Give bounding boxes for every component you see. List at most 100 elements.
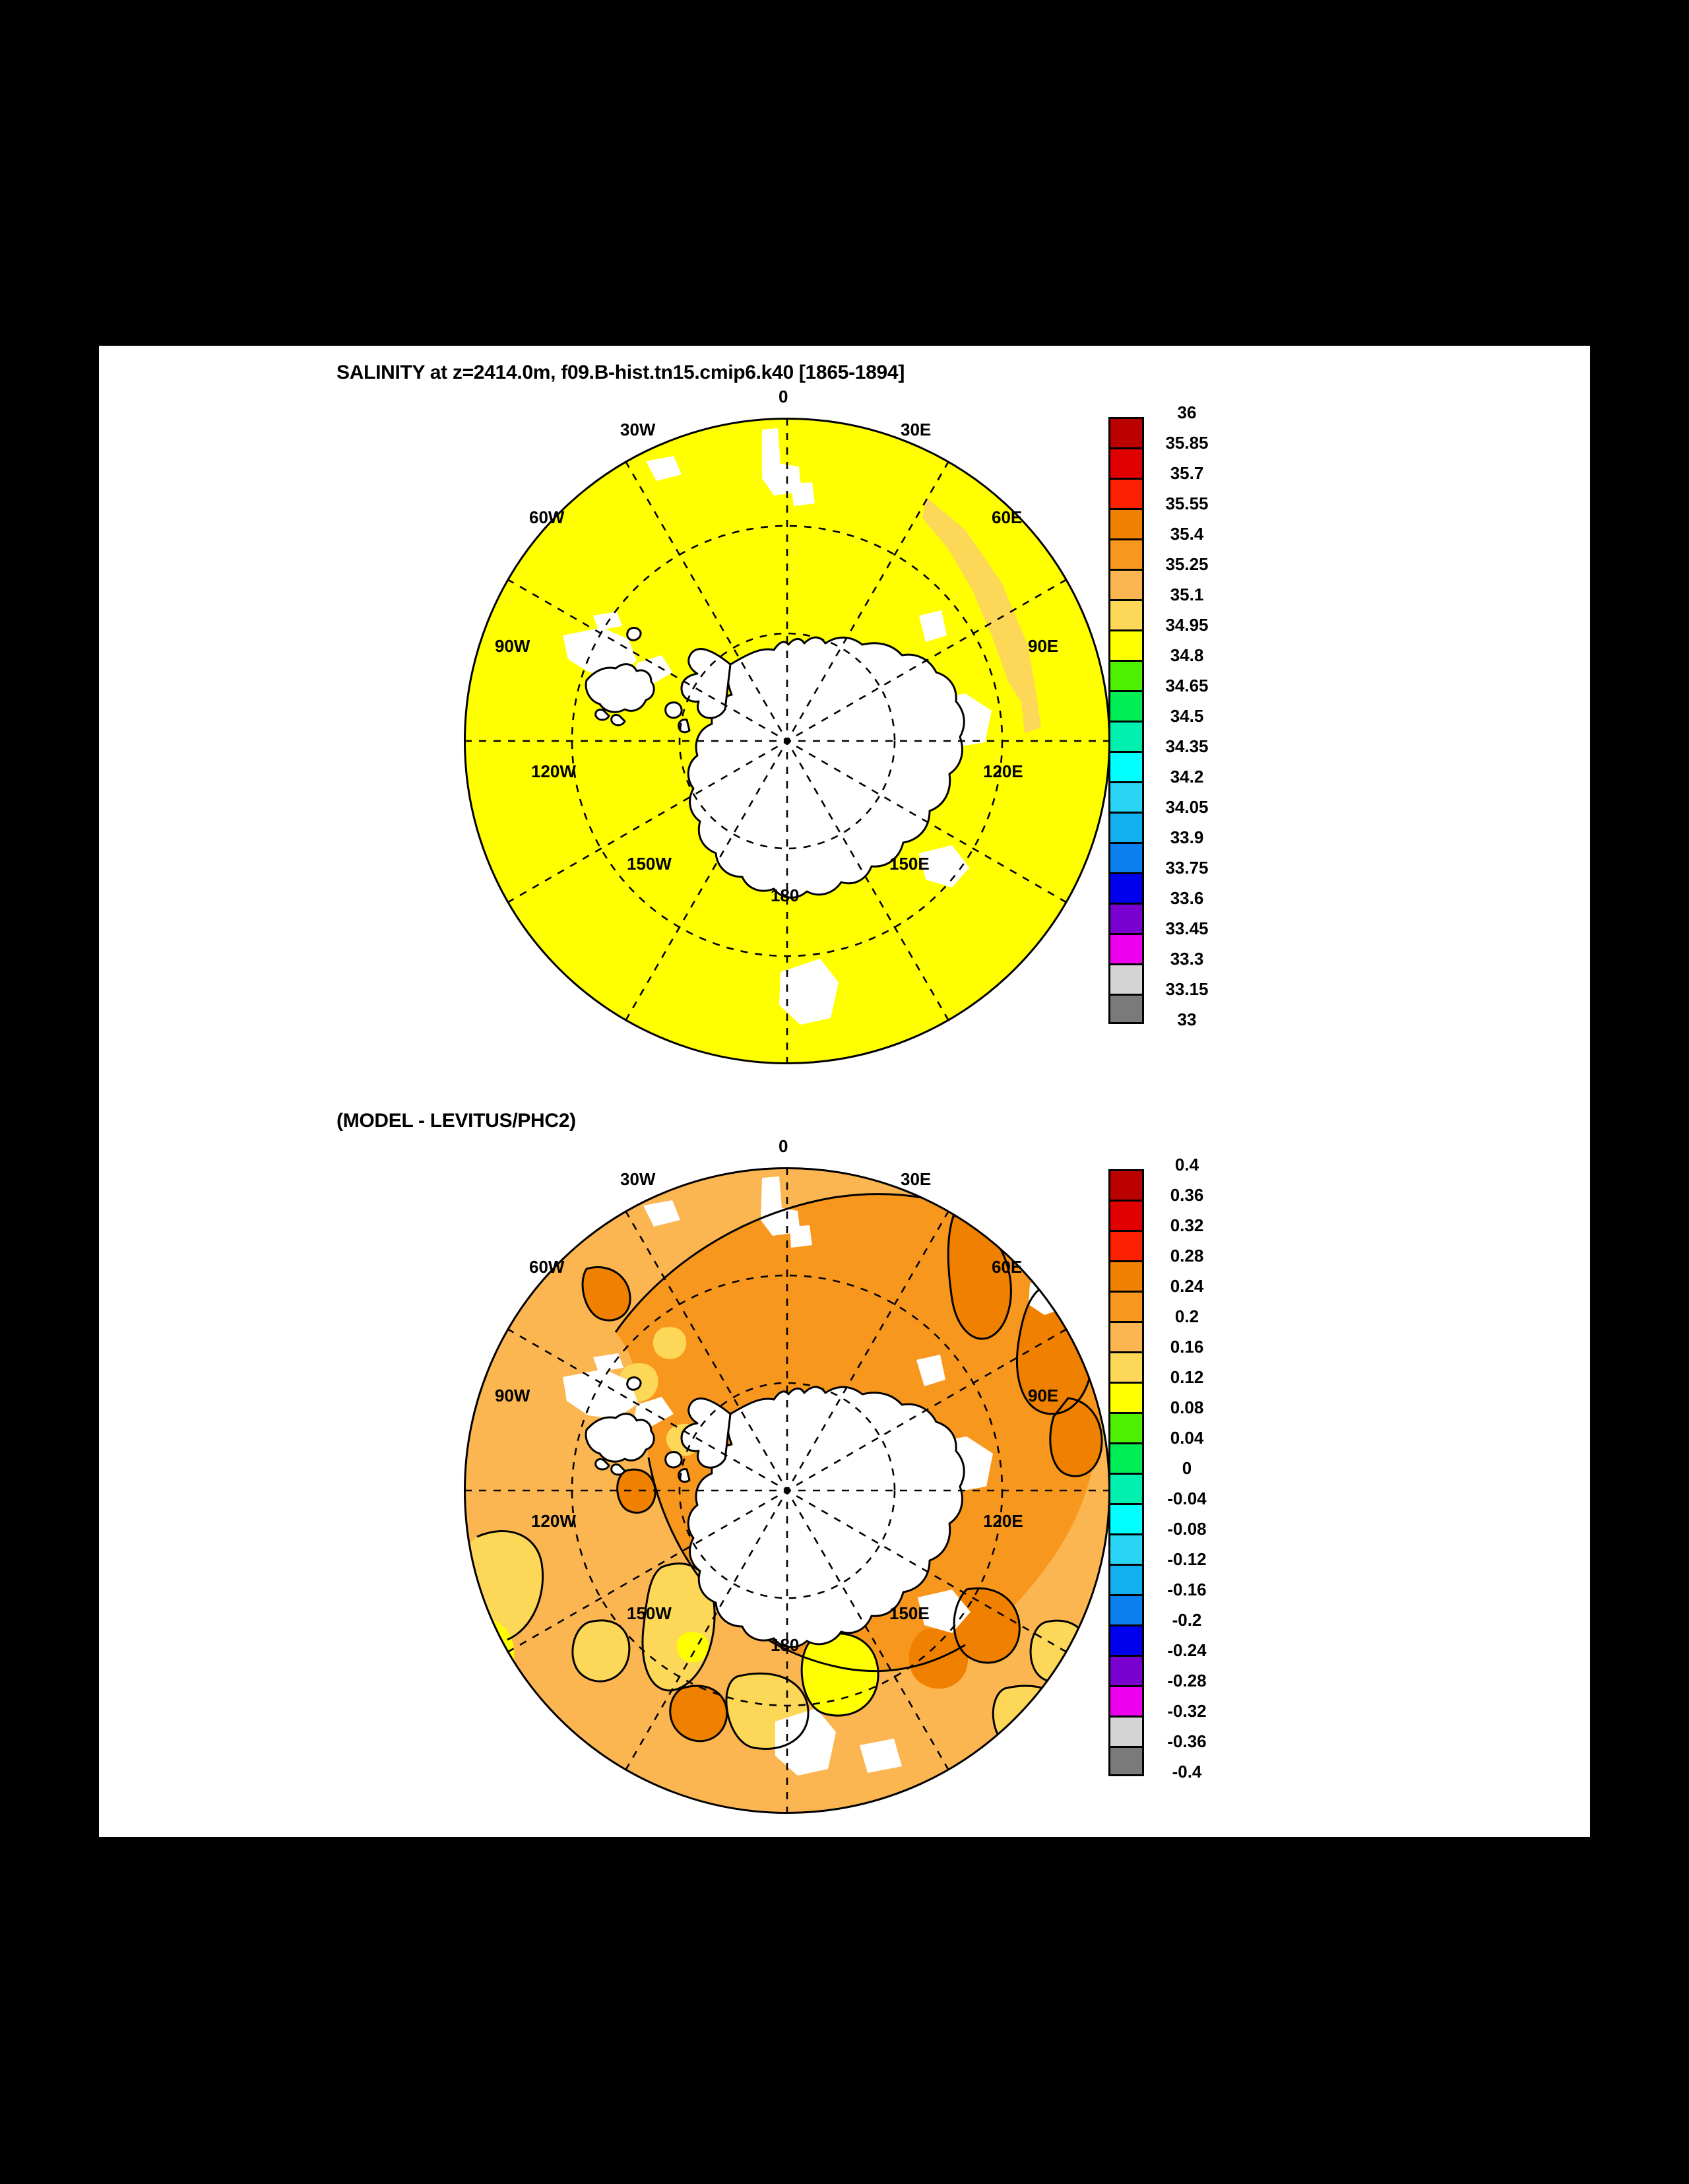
lon-label-30e: 30E [901,420,932,439]
colorbar-cell-16 [1108,903,1144,933]
colorbar-tick-5: 35.25 [1165,554,1209,574]
colorbar-cell-0 [1108,417,1144,447]
panel-title-salinity: SALINITY at z=2414.0m, f09.B-hist.tn15.c… [336,362,905,383]
colorbar-tick-18: 33.3 [1170,949,1204,969]
colorbar-cell-14 [1108,1594,1144,1624]
colorbar-cell-9 [1108,690,1144,721]
lon-label-bias-180: 180 [771,1635,800,1655]
colorbar-cell-9 [1108,1442,1144,1473]
colorbar-tick-12: 34.2 [1170,767,1204,787]
colorbar-cell-2 [1108,1230,1144,1260]
colorbar-bias[interactable]: 0.4 0.36 0.32 0.28 0.24 0.2 0.16 0.12 0.08 0.04 0 -… [1108,1155,1207,1782]
colorbar-cell-5 [1108,569,1144,599]
colorbar-swatches [1108,417,1144,1024]
colorbar-cell-6 [1108,599,1144,629]
lon-label-150w: 150W [627,854,672,874]
colorbar-tick-14: 33.9 [1170,827,1204,847]
colorbar-cell-12 [1108,1533,1144,1564]
colorbar-cell-1 [1108,1200,1144,1230]
colorbar-tick-19: -0.36 [1167,1731,1207,1751]
colorbar-tick-4: 0.24 [1170,1276,1204,1296]
lon-label-bias-90e: 90E [1028,1386,1059,1405]
colorbar-tick-17: -0.28 [1167,1671,1207,1690]
colorbar-tick-19: 33.15 [1165,979,1209,999]
colorbar-tick-3: 35.55 [1165,494,1209,513]
colorbar-tick-16: -0.24 [1167,1640,1207,1660]
colorbar-tick-12: -0.08 [1167,1519,1207,1539]
colorbar-cell-16 [1108,1655,1144,1685]
colorbar-tick-2: 0.32 [1170,1215,1204,1235]
colorbar-cell-17 [1108,933,1144,963]
colorbar-cell-12 [1108,781,1144,812]
lon-label-bias-150w: 150W [627,1603,672,1623]
lon-label-150e: 150E [889,854,930,874]
colorbar-cell-7 [1108,629,1144,660]
colorbar-cell-6 [1108,1351,1144,1382]
colorbar-cell-17 [1108,1685,1144,1716]
colorbar-tick-2: 35.7 [1170,463,1204,483]
panel-title-bias: (MODEL - LEVITUS/PHC2) [336,1110,576,1132]
lon-label-120e: 120E [983,761,1023,781]
colorbar-cell-4 [1108,538,1144,569]
colorbar-cell-19 [1108,994,1144,1024]
lon-label-0: 0 [779,387,788,406]
lon-label-bias-30e: 30E [901,1169,932,1189]
colorbar-cell-11 [1108,751,1144,781]
lon-label-60e: 60E [992,507,1023,527]
colorbar-tick-5: 0.2 [1174,1306,1199,1326]
lon-label-bias-150e: 150E [889,1603,930,1623]
colorbar-labels: 36 35.85 35.7 35.55 35.4 35.25 35.1 34.95 34.8 34… [1151,397,1302,1035]
colorbar-tick-18: -0.32 [1167,1701,1207,1721]
colorbar-cell-14 [1108,842,1144,872]
colorbar-tick-13: -0.12 [1167,1549,1207,1569]
lon-label-bias-90w: 90W [495,1386,530,1405]
colorbar-tick-20: 33 [1177,1010,1197,1029]
colorbar-tick-1: 35.85 [1165,433,1209,453]
lon-label-30w: 30W [620,420,656,439]
colorbar-tick-10: 0 [1182,1458,1192,1478]
colorbar-tick-9: 0.04 [1170,1428,1204,1448]
colorbar-cell-2 [1108,478,1144,508]
colorbar-tick-7: 0.12 [1170,1367,1204,1387]
colorbar-tick-7: 34.95 [1165,615,1209,635]
lon-label-bias-60e: 60E [992,1257,1023,1277]
colorbar-tick-15: 33.75 [1165,858,1209,878]
panel-salinity: SALINITY at z=2414.0m, f09.B-hist.tn15.c… [99,346,1590,1091]
colorbar-labels: 0.4 0.36 0.32 0.28 0.24 0.2 0.16 0.12 0.08 0.04 0 -… [1151,1149,1302,1787]
colorbar-cell-10 [1108,721,1144,751]
colorbar-tick-1: 0.36 [1170,1185,1204,1205]
figure-canvas: SALINITY at z=2414.0m, f09.B-hist.tn15.c… [99,346,1590,1837]
colorbar-tick-4: 35.4 [1170,524,1204,544]
lon-label-120w: 120W [531,761,576,781]
colorbar-salinity[interactable]: 36 35.85 35.7 35.55 35.4 35.25 35.1 34.95 34.8 34… [1108,402,1209,1029]
colorbar-tick-0: 36 [1177,402,1197,422]
colorbar-cell-13 [1108,812,1144,842]
colorbar-cell-7 [1108,1382,1144,1412]
lon-label-bias-120w: 120W [531,1511,576,1531]
lon-label-60w: 60W [529,507,565,527]
colorbar-tick-14: -0.16 [1167,1580,1207,1599]
colorbar-tick-11: 34.35 [1165,736,1209,756]
colorbar-tick-10: 34.5 [1170,706,1204,726]
colorbar-tick-6: 0.16 [1170,1337,1204,1357]
colorbar-tick-3: 0.28 [1170,1246,1204,1266]
lon-label-bias-60w: 60W [529,1257,565,1277]
colorbar-cell-15 [1108,872,1144,903]
lon-label-bias-0: 0 [779,1136,788,1156]
colorbar-tick-16: 33.6 [1170,888,1204,908]
colorbar-tick-15: -0.2 [1172,1610,1202,1630]
colorbar-cell-18 [1108,1716,1144,1746]
colorbar-cell-18 [1108,963,1144,994]
lon-label-bias-30w: 30W [620,1169,656,1189]
colorbar-cell-1 [1108,447,1144,478]
colorbar-swatches [1108,1169,1144,1776]
colorbar-cell-4 [1108,1291,1144,1321]
colorbar-tick-11: -0.04 [1167,1489,1207,1508]
colorbar-tick-9: 34.65 [1165,676,1209,695]
colorbar-tick-8: 0.08 [1170,1397,1204,1417]
lon-label-90e: 90E [1028,636,1059,656]
colorbar-tick-20: -0.4 [1172,1762,1202,1782]
lon-label-bias-120e: 120E [983,1511,1023,1531]
map-salinity [464,418,1110,1064]
colorbar-tick-13: 34.05 [1165,797,1209,817]
